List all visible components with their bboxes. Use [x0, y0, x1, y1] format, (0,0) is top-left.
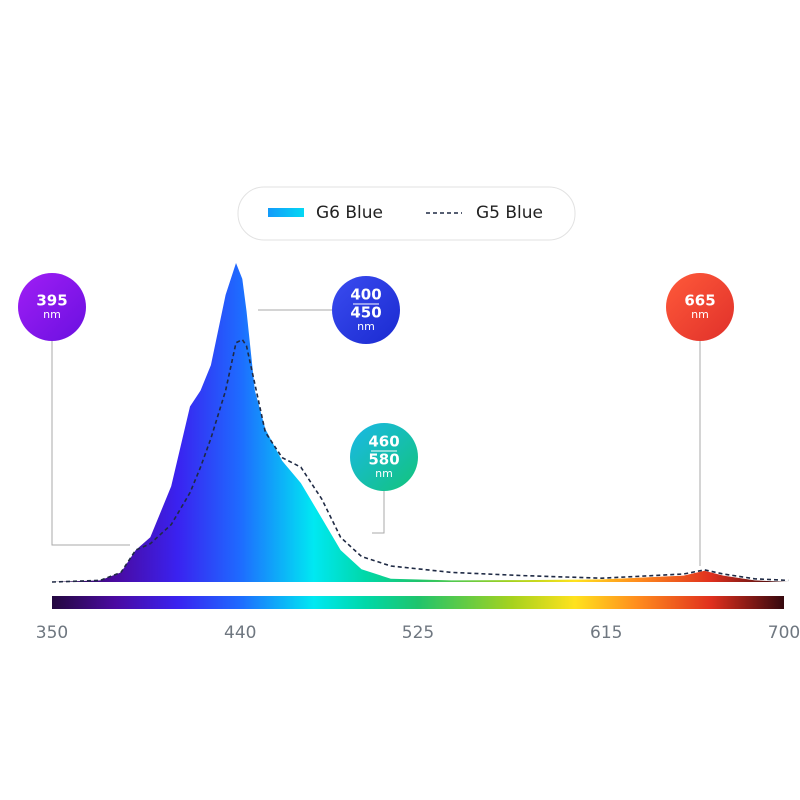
annotation-value: 395 — [36, 292, 67, 310]
line — [51, 338, 789, 583]
annotation-unit: nm — [375, 467, 393, 480]
annotation-circle — [18, 273, 86, 341]
x-tick-label: 350 — [36, 623, 68, 643]
legend-swatch — [268, 208, 304, 217]
area — [52, 263, 789, 582]
annotation-value: 580 — [368, 451, 399, 469]
x-tick-label: 700 — [768, 623, 800, 643]
annotation-value: 665 — [684, 292, 715, 310]
colorbar — [52, 596, 784, 609]
annotation-value: 400 — [350, 286, 381, 304]
annotation-unit: nm — [357, 320, 375, 333]
legend-label: G6 Blue — [316, 203, 383, 223]
annotation-unit: nm — [691, 308, 709, 321]
x-tick-label: 440 — [224, 623, 256, 643]
annotation-value: 450 — [350, 304, 381, 322]
annotation-value: 460 — [368, 433, 399, 451]
leader-line — [372, 491, 385, 534]
annotation-circle — [350, 423, 418, 491]
x-tick-label: 525 — [402, 623, 434, 643]
legend-label: G5 Blue — [476, 203, 543, 223]
annotation-circle — [666, 273, 734, 341]
leader-line — [51, 341, 130, 546]
x-tick-label: 615 — [590, 623, 622, 643]
legend-box — [237, 186, 576, 241]
annotation-unit: nm — [43, 308, 61, 321]
annotation-circle — [332, 276, 400, 344]
